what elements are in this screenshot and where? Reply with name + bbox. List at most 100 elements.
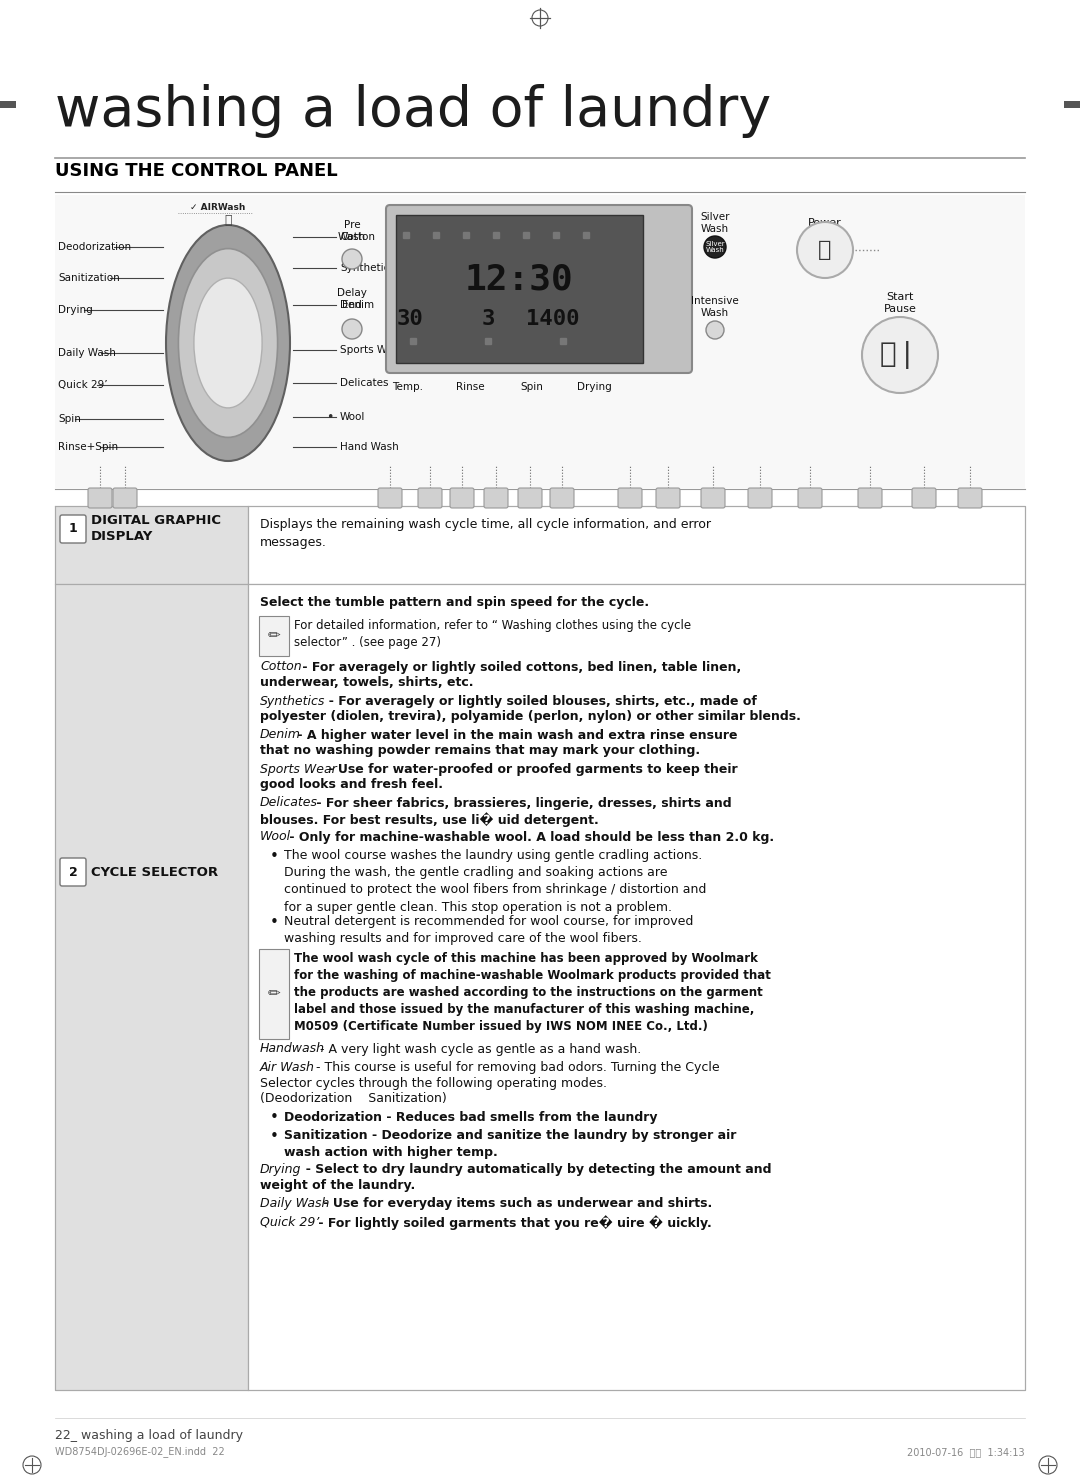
FancyBboxPatch shape — [1064, 101, 1080, 108]
FancyBboxPatch shape — [259, 615, 289, 655]
Text: Drying: Drying — [577, 383, 611, 392]
Text: Wool: Wool — [340, 412, 365, 423]
Text: Cotton: Cotton — [260, 660, 301, 673]
Text: good looks and fresh feel.: good looks and fresh feel. — [260, 779, 443, 790]
FancyBboxPatch shape — [248, 506, 1025, 584]
Text: 22_ washing a load of laundry: 22_ washing a load of laundry — [55, 1428, 243, 1441]
Text: ⏻: ⏻ — [819, 240, 832, 260]
Text: •: • — [270, 1111, 279, 1126]
FancyBboxPatch shape — [701, 488, 725, 509]
Text: ✏: ✏ — [268, 986, 281, 1001]
Text: that no washing powder remains that may mark your clothing.: that no washing powder remains that may … — [260, 744, 700, 756]
Text: Handwash: Handwash — [260, 1043, 325, 1056]
FancyBboxPatch shape — [396, 215, 643, 363]
Text: Cotton: Cotton — [340, 231, 375, 242]
Text: 30: 30 — [396, 308, 423, 329]
Text: •: • — [270, 848, 279, 865]
Ellipse shape — [704, 236, 726, 258]
Text: Deodorization: Deodorization — [58, 242, 131, 252]
Text: - Only for machine-washable wool. A load should be less than 2.0 kg.: - Only for machine-washable wool. A load… — [285, 830, 774, 844]
Text: - A higher water level in the main wash and extra rinse ensure: - A higher water level in the main wash … — [293, 728, 738, 742]
Text: Quick 29’: Quick 29’ — [58, 380, 108, 390]
FancyBboxPatch shape — [858, 488, 882, 509]
Text: ⏻: ⏻ — [225, 214, 232, 227]
Text: The wool wash cycle of this machine has been approved by Woolmark
for the washin: The wool wash cycle of this machine has … — [294, 952, 771, 1034]
FancyBboxPatch shape — [248, 584, 1025, 1390]
Text: Spin: Spin — [521, 383, 543, 392]
Text: USING THE CONTROL PANEL: USING THE CONTROL PANEL — [55, 162, 338, 179]
Text: Air Wash: Air Wash — [260, 1060, 315, 1074]
FancyBboxPatch shape — [656, 488, 680, 509]
Text: Start
Pause: Start Pause — [883, 292, 917, 314]
Text: Rinse: Rinse — [456, 383, 484, 392]
Text: Daily Wash: Daily Wash — [58, 349, 116, 357]
Text: WD8754DJ-02696E-02_EN.indd  22: WD8754DJ-02696E-02_EN.indd 22 — [55, 1446, 225, 1458]
Text: •: • — [326, 411, 334, 424]
Text: ✏: ✏ — [268, 627, 281, 644]
FancyBboxPatch shape — [113, 488, 137, 509]
Ellipse shape — [342, 319, 362, 340]
Text: Select the tumble pattern and spin speed for the cycle.: Select the tumble pattern and spin speed… — [260, 596, 649, 610]
FancyBboxPatch shape — [55, 584, 248, 1390]
Text: - This course is useful for removing bad odors. Turning the Cycle: - This course is useful for removing bad… — [308, 1060, 719, 1074]
Text: Power: Power — [808, 218, 842, 228]
Text: DIGITAL GRAPHIC
DISPLAY: DIGITAL GRAPHIC DISPLAY — [91, 513, 221, 543]
Text: Sports Wear: Sports Wear — [340, 346, 404, 354]
Text: Spin: Spin — [58, 414, 81, 424]
Text: 1: 1 — [69, 522, 78, 535]
Text: Neutral detergent is recommended for wool course, for improved
washing results a: Neutral detergent is recommended for woo… — [284, 915, 693, 945]
FancyBboxPatch shape — [618, 488, 642, 509]
FancyBboxPatch shape — [484, 488, 508, 509]
FancyBboxPatch shape — [60, 515, 86, 543]
Text: 2010-07-16  오전  1:34:13: 2010-07-16 오전 1:34:13 — [907, 1447, 1025, 1456]
Text: For detailed information, refer to “ Washing clothes using the cycle
selector” .: For detailed information, refer to “ Was… — [294, 618, 691, 650]
FancyBboxPatch shape — [912, 488, 936, 509]
FancyBboxPatch shape — [87, 488, 112, 509]
Text: Intensive
Wash: Intensive Wash — [691, 297, 739, 317]
FancyBboxPatch shape — [798, 488, 822, 509]
FancyBboxPatch shape — [55, 194, 1025, 488]
FancyBboxPatch shape — [418, 488, 442, 509]
Text: Daily Wash: Daily Wash — [260, 1197, 329, 1210]
Text: Rinse+Spin: Rinse+Spin — [58, 442, 118, 452]
Circle shape — [862, 317, 939, 393]
FancyBboxPatch shape — [60, 859, 86, 885]
Text: Sanitization - Deodorize and sanitize the laundry by stronger air
wash action wi: Sanitization - Deodorize and sanitize th… — [284, 1129, 737, 1160]
Text: - Select to dry laundry automatically by detecting the amount and: - Select to dry laundry automatically by… — [297, 1163, 771, 1176]
FancyBboxPatch shape — [550, 488, 573, 509]
Text: 12:30: 12:30 — [465, 262, 573, 297]
Text: Denim: Denim — [340, 300, 374, 310]
Text: - For lightly soiled garments that you re� uire � uickly.: - For lightly soiled garments that you r… — [314, 1216, 712, 1231]
Text: Silver
Wash: Silver Wash — [705, 240, 725, 254]
Text: Synthetics: Synthetics — [340, 262, 395, 273]
Text: Denim: Denim — [260, 728, 301, 742]
Text: Temp.: Temp. — [392, 383, 423, 392]
Text: - For averagely or lightly soiled cottons, bed linen, table linen,: - For averagely or lightly soiled cotton… — [298, 660, 741, 673]
FancyBboxPatch shape — [55, 506, 248, 584]
Text: - Use for water-proofed or proofed garments to keep their: - Use for water-proofed or proofed garme… — [324, 762, 738, 776]
Ellipse shape — [166, 225, 291, 461]
Text: Sports Wear: Sports Wear — [260, 762, 337, 776]
FancyBboxPatch shape — [378, 488, 402, 509]
FancyBboxPatch shape — [748, 488, 772, 509]
FancyBboxPatch shape — [958, 488, 982, 509]
FancyBboxPatch shape — [450, 488, 474, 509]
Text: ✓ AIRWash: ✓ AIRWash — [190, 203, 245, 212]
Text: Sanitization: Sanitization — [58, 273, 120, 283]
Text: •: • — [270, 1129, 279, 1143]
Text: (Deodorization    Sanitization): (Deodorization Sanitization) — [260, 1091, 447, 1105]
Text: Displays the remaining wash cycle time, all cycle information, and error
message: Displays the remaining wash cycle time, … — [260, 518, 711, 549]
Text: 1400: 1400 — [526, 308, 580, 329]
Text: - For averagely or lightly soiled blouses, shirts, etc., made of: - For averagely or lightly soiled blouse… — [320, 694, 757, 707]
FancyBboxPatch shape — [259, 949, 289, 1038]
Text: Delay
End: Delay End — [337, 288, 367, 310]
Text: underwear, towels, shirts, etc.: underwear, towels, shirts, etc. — [260, 676, 473, 690]
Text: - Use for everyday items such as underwear and shirts.: - Use for everyday items such as underwe… — [319, 1197, 712, 1210]
Text: Wool: Wool — [260, 830, 292, 844]
Text: Synthetics: Synthetics — [260, 694, 325, 707]
Ellipse shape — [178, 249, 278, 437]
Text: Selector cycles through the following operating modes.: Selector cycles through the following op… — [260, 1077, 607, 1090]
FancyBboxPatch shape — [518, 488, 542, 509]
Text: CYCLE SELECTOR: CYCLE SELECTOR — [91, 866, 218, 878]
Text: ⏵❘: ⏵❘ — [880, 341, 920, 369]
